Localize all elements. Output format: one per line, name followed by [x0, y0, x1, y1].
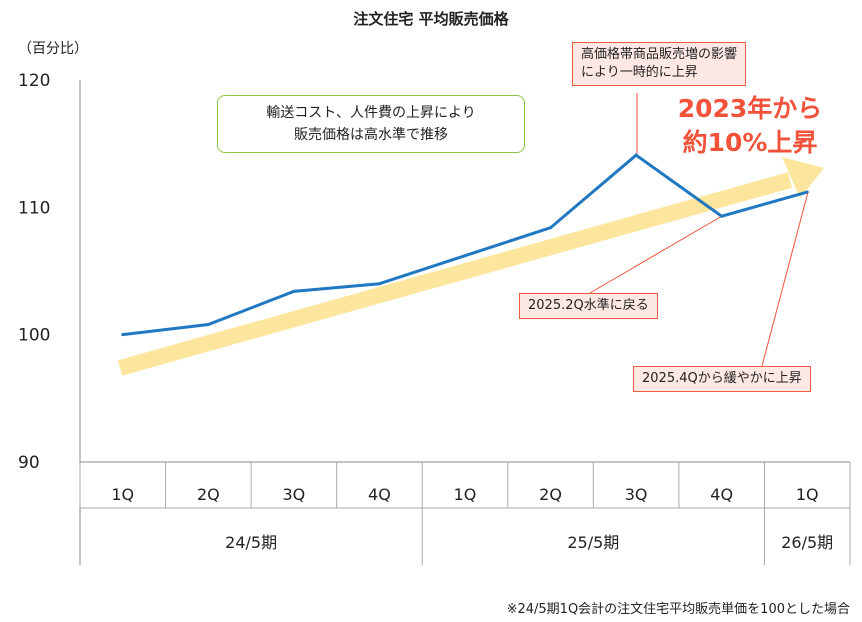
footnote: ※24/5期1Q会計の注文住宅平均販売単価を100とした場合: [506, 602, 850, 617]
annotation-drop: 2025.2Q水準に戻る: [519, 293, 658, 319]
data-point: [292, 289, 296, 293]
headline-line: 2023年から: [677, 94, 823, 123]
y-tick-label: 110: [18, 198, 50, 218]
data-point: [377, 282, 381, 286]
series-line: [122, 153, 808, 337]
y-tick-label: 90: [18, 453, 40, 473]
y-axis-label: （百分比）: [18, 41, 88, 57]
x-tick-label: 4Q: [368, 485, 391, 504]
chart-title: 注文住宅 平均販売価格: [353, 10, 509, 28]
headline-line: 約10%上昇: [682, 128, 818, 157]
annotation-peak: 高価格帯商品販売増の影響 により一時的に上昇: [572, 42, 747, 86]
data-point: [549, 226, 553, 230]
annotation-line: 輸送コスト、人件費の上昇により: [266, 105, 476, 121]
group-label: 26/5期: [781, 533, 833, 552]
leader-line-drop: [589, 215, 723, 294]
group-label: 25/5期: [567, 533, 619, 552]
trend-arrow-shaft: [117, 172, 793, 376]
data-point: [805, 190, 809, 194]
y-tick-label: 120: [18, 71, 50, 91]
annotation-line: により一時的に上昇: [581, 65, 698, 80]
data-point: [634, 153, 638, 157]
x-tick-label: 3Q: [282, 485, 305, 504]
annotation-rise: 2025.4Qから緩やかに上昇: [633, 366, 811, 392]
group-label: 24/5期: [225, 533, 277, 552]
data-point: [206, 322, 210, 326]
trend-arrow-head: [782, 157, 824, 198]
data-point: [121, 333, 125, 337]
headline: 2023年から 約10%上昇: [660, 92, 840, 160]
x-tick-label: 3Q: [625, 485, 648, 504]
data-point: [463, 254, 467, 258]
data-point: [720, 214, 724, 218]
leader-line-rise: [761, 191, 809, 367]
x-tick-label: 2Q: [539, 485, 562, 504]
x-tick-label: 4Q: [710, 485, 733, 504]
annotation-line: 高価格帯商品販売増の影響: [581, 47, 738, 62]
y-tick-label: 100: [18, 326, 50, 346]
annotation-cost-rise: 輸送コスト、人件費の上昇により 販売価格は高水準で推移: [217, 95, 525, 153]
annotation-line: 販売価格は高水準で推移: [294, 127, 448, 143]
x-tick-label: 1Q: [111, 485, 134, 504]
x-tick-label: 2Q: [197, 485, 220, 504]
x-tick-label: 1Q: [454, 485, 477, 504]
x-tick-label: 1Q: [796, 485, 819, 504]
